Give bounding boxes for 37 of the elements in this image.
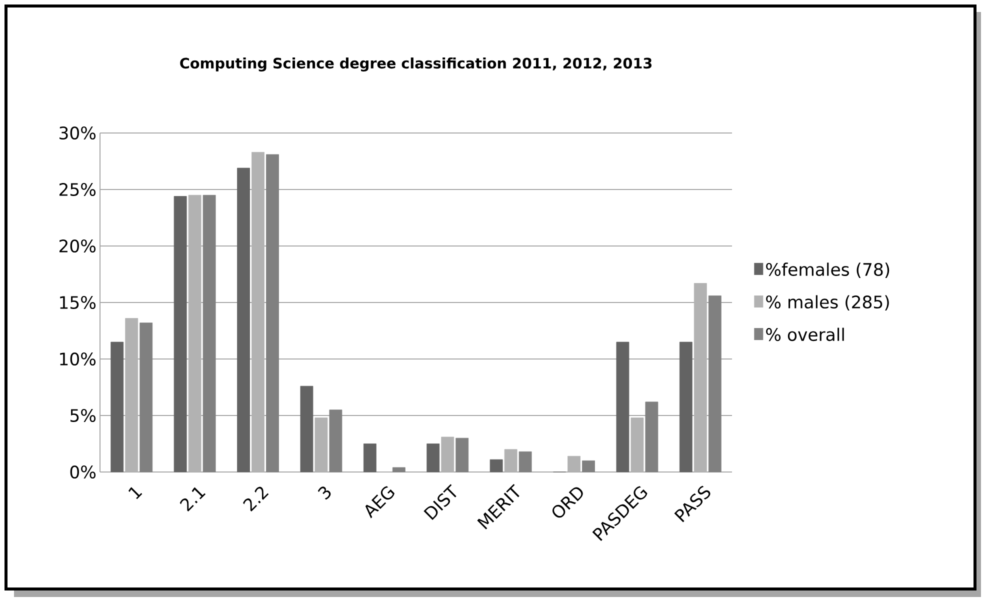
x-tick-label: 2.2 (243, 486, 269, 512)
y-tick-label: 25% (59, 182, 96, 196)
bar (426, 444, 440, 472)
y-tick-label: 20% (59, 239, 96, 253)
bar (616, 342, 630, 472)
bar (456, 438, 469, 472)
bar (266, 154, 279, 472)
bar (518, 451, 532, 472)
legend-label: %females (78) (766, 262, 890, 278)
bar (441, 436, 454, 472)
bar (300, 386, 314, 472)
x-tick-label: 2.1 (180, 487, 206, 512)
bar (174, 196, 187, 472)
bar (679, 342, 692, 472)
bar (363, 444, 376, 472)
x-tick-label: 3 (318, 486, 331, 500)
bar (202, 194, 216, 472)
bar (490, 459, 503, 472)
legend-label: % overall (766, 328, 844, 342)
y-tick-label: 5% (70, 408, 96, 422)
bar (392, 467, 406, 472)
x-tick-label: 1 (128, 487, 142, 500)
y-tick-label: 15% (60, 296, 96, 309)
bar (708, 296, 722, 472)
chart-title: Computing Science degree classification 2011, 2012, 2013 (180, 58, 652, 72)
bar (329, 410, 342, 472)
bar (582, 460, 595, 472)
legend-label: % males (285) (766, 295, 889, 311)
bar (237, 168, 250, 472)
y-tick-label: 30% (60, 126, 96, 140)
bar (110, 342, 124, 472)
y-tick-label: 10% (60, 352, 96, 366)
bar (568, 456, 580, 472)
bar (140, 322, 153, 472)
bar (645, 402, 658, 472)
y-tick-label: 0% (70, 465, 96, 479)
bar (504, 449, 518, 472)
